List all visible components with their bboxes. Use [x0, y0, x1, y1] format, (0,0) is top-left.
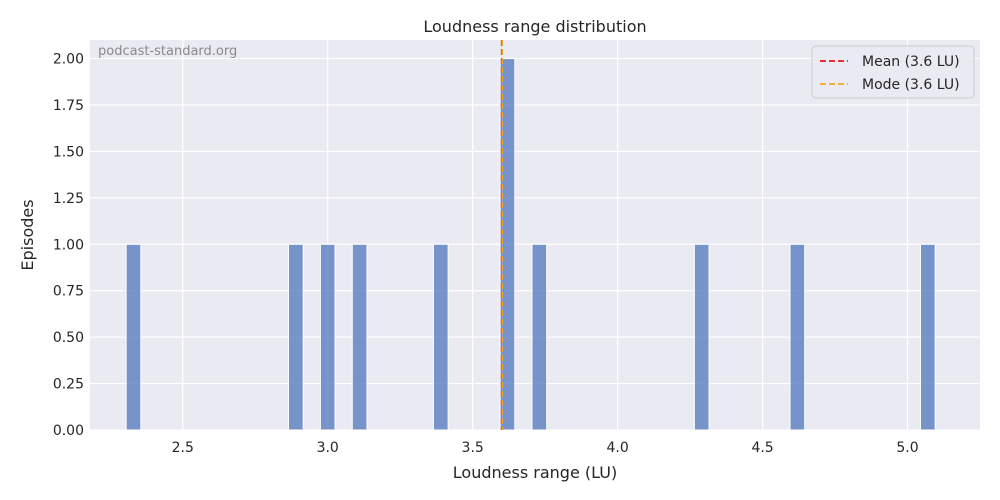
histogram-bar [499, 58, 516, 431]
histogram-bar [531, 243, 548, 431]
legend-box [811, 45, 975, 99]
x-axis-ticks: 2.5 3.0 3.5 4.0 4.5 5.0 [172, 440, 919, 456]
legend: Mean (3.6 LU) Mode (3.6 LU) [811, 45, 975, 99]
y-tick-label: 1.25 [53, 191, 84, 207]
y-tick-label: 2.00 [53, 52, 84, 68]
y-tick-label: 1.00 [53, 237, 84, 253]
y-tick-label: 0.50 [53, 330, 84, 346]
x-tick-label: 4.0 [606, 440, 628, 456]
legend-entry: Mode (3.6 LU) [862, 77, 960, 93]
histogram-bar [693, 243, 710, 431]
x-tick-label: 3.5 [462, 440, 484, 456]
histogram-bar [432, 243, 449, 431]
histogram-bar [789, 243, 806, 431]
y-tick-label: 0.00 [53, 423, 84, 439]
bars [125, 58, 936, 431]
histogram-bar [287, 243, 304, 431]
x-tick-label: 5.0 [896, 440, 918, 456]
y-axis-label: Episodes [18, 199, 37, 270]
legend-entry: Mean (3.6 LU) [862, 54, 960, 70]
y-tick-label: 1.75 [53, 98, 84, 114]
histogram-bar [125, 243, 142, 431]
reference-lines [500, 40, 504, 430]
y-tick-label: 1.50 [53, 144, 84, 160]
y-axis-ticks: 0.00 0.25 0.50 0.75 1.00 1.25 1.50 1.75 2.00 [53, 52, 84, 439]
histogram-bar [319, 243, 336, 431]
y-tick-label: 0.25 [53, 377, 84, 393]
x-axis-label: Loudness range (LU) [453, 463, 617, 482]
y-tick-label: 0.75 [53, 284, 84, 300]
x-tick-label: 4.5 [751, 440, 773, 456]
histogram-bar [919, 243, 936, 431]
x-tick-label: 2.5 [172, 440, 194, 456]
chart-title: Loudness range distribution [423, 17, 646, 36]
watermark-text: podcast-standard.org [98, 44, 237, 59]
histogram-bar [351, 243, 368, 431]
x-tick-label: 3.0 [317, 440, 339, 456]
